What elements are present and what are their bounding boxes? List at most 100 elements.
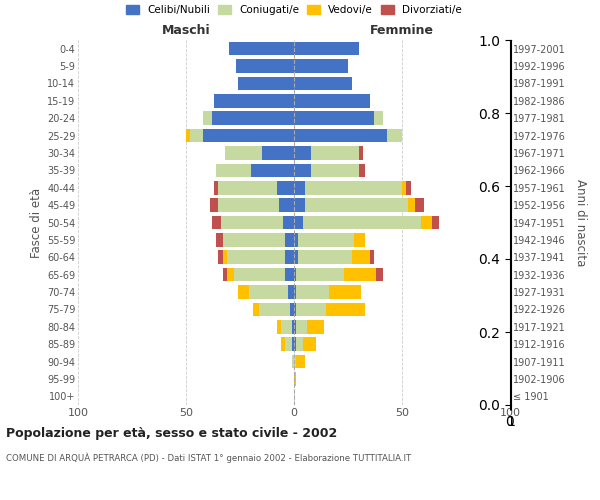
Bar <box>259 302 290 316</box>
Bar <box>251 164 294 177</box>
Text: Maschi: Maschi <box>161 24 211 36</box>
Bar <box>281 320 292 334</box>
Bar <box>279 198 294 212</box>
Bar <box>277 320 281 334</box>
Bar <box>277 181 294 194</box>
Text: COMUNE DI ARQUÀ PETRARCA (PD) - Dati ISTAT 1° gennaio 2002 - Elaborazione TUTTIT: COMUNE DI ARQUÀ PETRARCA (PD) - Dati IST… <box>6 452 411 463</box>
Bar <box>329 285 361 299</box>
Bar <box>262 146 294 160</box>
Bar <box>352 250 370 264</box>
Bar <box>203 129 294 142</box>
Bar <box>286 233 294 246</box>
Bar <box>370 250 374 264</box>
Bar <box>296 285 329 299</box>
Bar <box>287 285 294 299</box>
Bar <box>290 302 294 316</box>
Bar <box>326 302 365 316</box>
Bar <box>376 268 383 281</box>
Bar <box>294 320 296 334</box>
Bar <box>294 94 370 108</box>
Bar <box>294 76 352 90</box>
Bar <box>283 216 294 230</box>
Bar <box>296 268 344 281</box>
Bar <box>218 250 223 264</box>
Bar <box>238 285 248 299</box>
Bar <box>432 216 439 230</box>
Bar <box>227 250 286 264</box>
Bar <box>294 355 296 368</box>
Bar <box>305 198 409 212</box>
Bar <box>212 216 221 230</box>
Bar <box>214 181 218 194</box>
Bar <box>311 164 359 177</box>
Bar <box>294 146 311 160</box>
Legend: Celibi/Nubili, Coniugati/e, Vedovi/e, Divorziati/e: Celibi/Nubili, Coniugati/e, Vedovi/e, Di… <box>126 5 462 15</box>
Bar <box>294 181 305 194</box>
Bar <box>221 216 283 230</box>
Bar <box>223 233 286 246</box>
Bar <box>294 233 298 246</box>
Bar <box>292 338 294 351</box>
Bar <box>223 268 227 281</box>
Bar <box>218 181 277 194</box>
Bar <box>311 146 359 160</box>
Bar <box>286 250 294 264</box>
Y-axis label: Anni di nascita: Anni di nascita <box>574 179 587 266</box>
Text: Popolazione per età, sesso e stato civile - 2002: Popolazione per età, sesso e stato civil… <box>6 428 337 440</box>
Bar <box>294 372 296 386</box>
Bar <box>406 181 410 194</box>
Bar <box>296 338 302 351</box>
Bar <box>296 355 305 368</box>
Bar <box>294 338 296 351</box>
Bar <box>296 302 326 316</box>
Bar <box>286 338 292 351</box>
Bar <box>294 268 296 281</box>
Bar <box>216 233 223 246</box>
Bar <box>190 129 203 142</box>
Bar <box>214 94 294 108</box>
Bar <box>355 233 365 246</box>
Bar <box>248 285 287 299</box>
Bar <box>233 268 286 281</box>
Bar <box>281 338 286 351</box>
Bar <box>298 250 352 264</box>
Bar <box>236 60 294 73</box>
Bar <box>294 129 387 142</box>
Bar <box>294 112 374 125</box>
Bar <box>218 198 279 212</box>
Bar <box>294 60 348 73</box>
Bar <box>296 320 307 334</box>
Bar <box>216 164 251 177</box>
Bar <box>186 129 190 142</box>
Bar <box>305 181 402 194</box>
Bar <box>294 285 296 299</box>
Bar <box>409 198 415 212</box>
Bar <box>292 355 294 368</box>
Bar <box>387 129 402 142</box>
Bar <box>238 76 294 90</box>
Bar <box>302 216 421 230</box>
Text: Femmine: Femmine <box>370 24 434 36</box>
Bar <box>415 198 424 212</box>
Bar <box>359 146 363 160</box>
Bar <box>302 338 316 351</box>
Bar <box>294 250 298 264</box>
Bar <box>344 268 376 281</box>
Bar <box>307 320 324 334</box>
Bar <box>402 181 406 194</box>
Bar <box>374 112 383 125</box>
Bar <box>286 268 294 281</box>
Bar <box>225 146 262 160</box>
Bar <box>229 42 294 56</box>
Y-axis label: Fasce di età: Fasce di età <box>29 188 43 258</box>
Bar <box>294 42 359 56</box>
Bar <box>359 164 365 177</box>
Bar <box>292 320 294 334</box>
Bar <box>203 112 212 125</box>
Bar <box>294 216 302 230</box>
Bar <box>227 268 233 281</box>
Bar <box>298 233 355 246</box>
Bar <box>210 198 218 212</box>
Bar <box>212 112 294 125</box>
Bar <box>294 302 296 316</box>
